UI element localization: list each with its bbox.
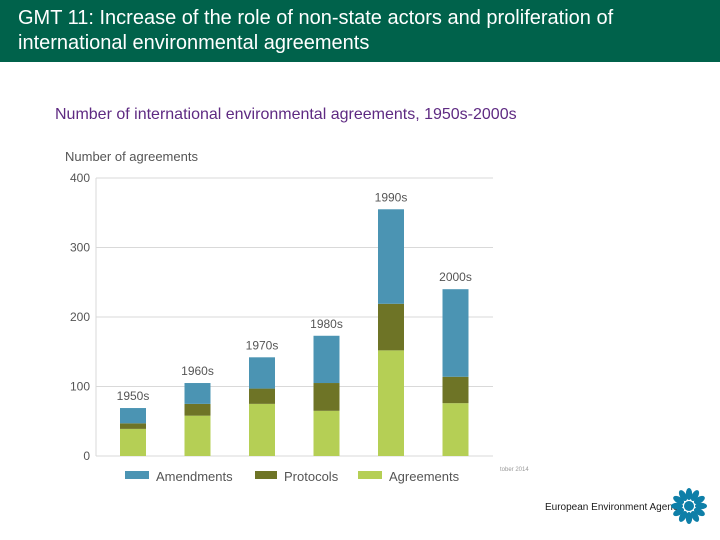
category-label-1970s: 1970s	[246, 338, 279, 352]
y-axis-label: Number of agreements	[65, 149, 198, 164]
y-tick-label: 100	[70, 380, 90, 394]
bar-agreements-1990s	[378, 350, 404, 456]
bar-amendments-1970s	[249, 357, 275, 389]
bar-amendments-1990s	[378, 209, 404, 304]
bar-agreements-1970s	[249, 403, 275, 456]
legend-label-amendments: Amendments	[156, 469, 233, 484]
logo-petal	[690, 490, 700, 502]
bar-protocols-1950s	[120, 423, 146, 429]
chart-title: Number of international environmental ag…	[55, 106, 517, 123]
category-label-1960s: 1960s	[181, 364, 214, 378]
logo-petal	[673, 507, 685, 517]
bar-amendments-1960s	[184, 383, 211, 404]
logo-petal	[693, 495, 705, 505]
eea-logo-icon	[671, 488, 707, 524]
bar-amendments-1950s	[120, 408, 146, 424]
bar-protocols-1990s	[378, 303, 404, 351]
bar-agreements-1980s	[313, 410, 340, 456]
bar-agreements-1960s	[184, 415, 211, 456]
legend-swatch-amendments	[125, 471, 149, 479]
bar-protocols-2000s	[442, 376, 469, 404]
eea-logo: European Environment Agency	[545, 486, 715, 530]
y-tick-label: 300	[70, 241, 90, 255]
bar-chart: 0 100 200 300 400 Number of agreements 1950s 19…	[65, 149, 493, 484]
org-name: European Environment Agency	[545, 502, 683, 513]
bar-amendments-1980s	[313, 335, 340, 384]
y-tick-label: 400	[70, 171, 90, 185]
legend-label-protocols: Protocols	[284, 469, 339, 484]
category-label-1980s: 1980s	[310, 317, 343, 331]
logo-center	[684, 501, 694, 511]
logo-petal	[671, 502, 683, 510]
category-label-2000s: 2000s	[439, 270, 472, 284]
legend-label-agreements: Agreements	[389, 469, 460, 484]
legend-swatch-agreements	[358, 471, 382, 479]
page-title: GMT 11: Increase of the role of non-stat…	[18, 7, 614, 54]
bar-agreements-1950s	[120, 428, 146, 456]
logo-petal	[693, 507, 705, 517]
logo-petal	[678, 490, 688, 502]
logo-petal	[685, 488, 693, 500]
logo-petal	[690, 510, 700, 522]
logo-petal	[695, 502, 707, 510]
category-label-1950s: 1950s	[117, 389, 150, 403]
source-note: tober 2014	[500, 467, 529, 473]
bar-protocols-1970s	[249, 388, 275, 404]
bar-protocols-1960s	[184, 403, 211, 416]
header-bar: GMT 11: Increase of the role of non-stat…	[0, 0, 720, 62]
logo-petal	[685, 512, 693, 524]
legend-swatch-protocols	[255, 471, 277, 479]
bar-protocols-1980s	[313, 383, 340, 411]
bar-agreements-2000s	[442, 403, 469, 456]
category-label-1990s: 1990s	[375, 190, 408, 204]
bar-amendments-2000s	[442, 289, 469, 377]
y-tick-label: 200	[70, 310, 90, 324]
logo-petal	[673, 495, 685, 505]
logo-petal	[678, 510, 688, 522]
y-tick-label: 0	[83, 449, 90, 463]
